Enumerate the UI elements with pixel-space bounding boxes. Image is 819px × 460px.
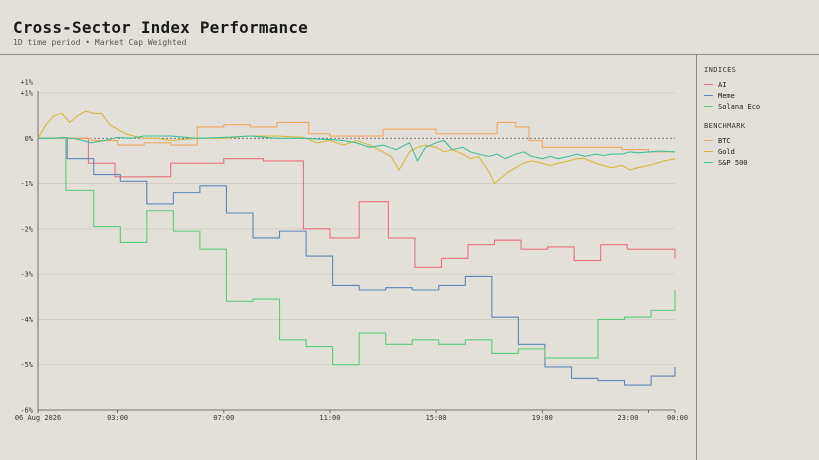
y-tick-label: -6% (20, 407, 33, 415)
legend-group-benchmark: BENCHMARK (704, 122, 746, 130)
legend-benchmark-list: BTC Gold S&P 500 (704, 135, 814, 168)
chart-title: Cross-Sector Index Performance (13, 18, 308, 37)
series-line-btc (38, 121, 675, 153)
x-tick-label: 00:00 (667, 414, 688, 422)
chart-subtitle: 1D time period • Market Cap Weighted (13, 38, 187, 47)
series-line-solana-eco (38, 137, 676, 366)
series-line-ai (38, 137, 676, 268)
legend-group-indices: INDICES (704, 66, 737, 74)
line-chart: +1% +1% 0% -1% -2% -3% -4% -5% -6%06 Aug 2026 03:… (15, 79, 688, 423)
x-tick-label: 03:00 (107, 414, 128, 422)
y-tick-label: +1% (20, 90, 33, 98)
y-tick-label: -4% (20, 316, 33, 324)
x-tick-label: 15:00 (426, 414, 447, 422)
series-line-meme (38, 137, 676, 386)
legend-divider (696, 55, 697, 460)
x-tick-label: 07:00 (213, 414, 234, 422)
x-tick-label: 19:00 (532, 414, 553, 422)
legend-label: Gold (718, 147, 735, 156)
legend-swatch (704, 150, 713, 153)
legend-swatch (704, 139, 713, 142)
y-tick-label: +1% (20, 79, 33, 87)
y-tick-label: -2% (20, 225, 33, 233)
legend-label: S&P 500 (718, 158, 748, 167)
legend: INDICES AI Meme Solana Eco BENCHMARK BTC Go… (704, 64, 814, 168)
x-tick-label: 11:00 (319, 414, 340, 422)
legend-swatch (704, 83, 713, 86)
y-tick-label: 0% (25, 135, 34, 143)
y-tick-label: -1% (20, 180, 33, 188)
legend-label: Meme (718, 91, 735, 100)
legend-label: BTC (718, 136, 731, 145)
legend-item-gold[interactable]: Gold (704, 146, 814, 157)
legend-swatch (704, 161, 713, 164)
legend-label: Solana Eco (718, 102, 761, 111)
legend-item-btc[interactable]: BTC (704, 135, 814, 146)
legend-item-s-p-500[interactable]: S&P 500 (704, 157, 814, 168)
legend-item-solana-eco[interactable]: Solana Eco (704, 101, 814, 112)
legend-item-ai[interactable]: AI (704, 79, 814, 90)
y-tick-label: -5% (20, 361, 33, 369)
legend-indices-list: AI Meme Solana Eco (704, 79, 814, 112)
legend-swatch (704, 105, 713, 108)
x-tick-label: 06 Aug 2026 (15, 414, 61, 422)
series-line-s-p-500 (38, 135, 676, 162)
series-line-gold (37, 110, 676, 185)
x-tick-label: 23:00 (617, 414, 638, 422)
legend-item-meme[interactable]: Meme (704, 90, 814, 101)
legend-label: AI (718, 80, 727, 89)
header-divider (0, 54, 819, 55)
legend-swatch (704, 94, 713, 97)
y-tick-label: -3% (20, 271, 33, 279)
